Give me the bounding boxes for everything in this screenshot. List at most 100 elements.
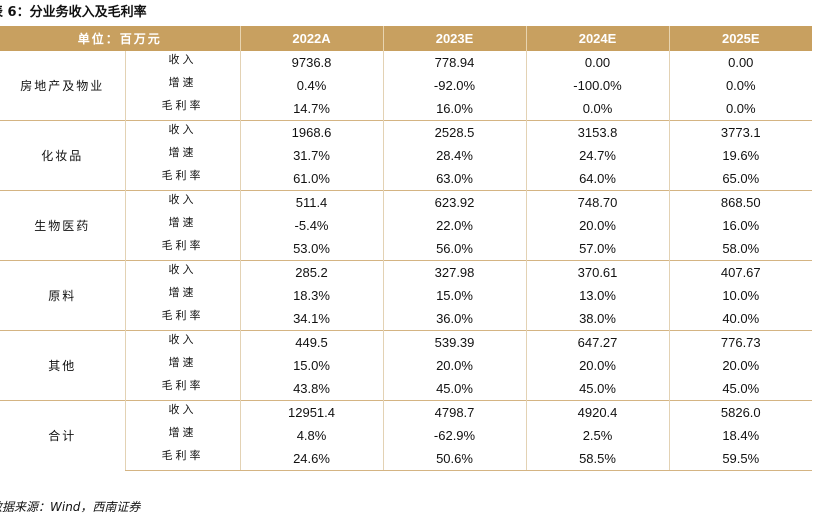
value-cell: 18.4% <box>668 424 813 447</box>
value-cell: 0.00 <box>525 51 670 74</box>
table-row: 房地产及物业 收入 9736.8 778.94 0.00 0.00 <box>0 51 813 93</box>
header-row: 单位：百万元 2022A 2023E 2024E 2025E <box>0 26 813 51</box>
value-cell: 748.70 <box>525 190 670 214</box>
value-cell: 370.61 <box>525 260 670 284</box>
value-cell: 38.0% <box>525 307 670 331</box>
segment-name: 生物医药 <box>0 190 125 261</box>
value-cell: 24.6% <box>239 447 384 471</box>
value-cell: 31.7% <box>239 144 384 167</box>
value-cell: 16.0% <box>382 97 527 121</box>
value-cell: 65.0% <box>668 167 813 191</box>
value-cell: 4.8% <box>239 424 384 447</box>
value-cell: 40.0% <box>668 307 813 331</box>
table-row: 增速 31.7% 28.4% 24.7% 19.6% <box>0 144 813 167</box>
revenue-margin-table: 单位：百万元 2022A 2023E 2024E 2025E 房地产及物业 收入 9… <box>0 26 813 471</box>
value-cell: 407.67 <box>668 260 813 284</box>
table-row: 化妆品 收入 1968.6 2528.5 3153.8 3773.1 <box>0 120 813 191</box>
value-cell: 0.4% <box>239 74 384 97</box>
metric-label: 毛利率 <box>124 237 241 261</box>
table-row: 生物医药 收入 511.4 623.92 748.70 868.50 <box>0 190 813 261</box>
value-cell: -100.0% <box>525 74 670 97</box>
value-cell: 539.39 <box>382 330 527 354</box>
value-cell: 18.3% <box>239 284 384 307</box>
value-cell: 53.0% <box>239 237 384 261</box>
value-cell: 20.0% <box>668 354 813 377</box>
value-cell: 15.0% <box>382 284 527 307</box>
value-cell: 5826.0 <box>668 400 813 424</box>
value-cell: 647.27 <box>525 330 670 354</box>
metric-label: 毛利率 <box>124 167 241 191</box>
value-cell: 20.0% <box>525 354 670 377</box>
value-cell: 2528.5 <box>382 120 527 144</box>
table-row: 毛利率 34.1% 36.0% 38.0% 40.0% <box>0 307 813 331</box>
value-cell: 0.0% <box>525 97 670 121</box>
year-header: 2024E <box>525 26 670 51</box>
metric-label: 毛利率 <box>124 307 241 331</box>
table-row: 增速 0.4% -92.0% -100.0% 0.0% <box>0 74 813 97</box>
value-cell: 3773.1 <box>668 120 813 144</box>
table-row: 毛利率 61.0% 63.0% 64.0% 65.0% <box>0 167 813 191</box>
value-cell: 45.0% <box>382 377 527 401</box>
table-row: 增速 18.3% 15.0% 13.0% 10.0% <box>0 284 813 307</box>
value-cell: 19.6% <box>668 144 813 167</box>
data-source-note: 数据来源：Wind，西南证券 <box>0 500 141 514</box>
segment-name: 其他 <box>0 330 125 401</box>
metric-label: 增速 <box>124 74 241 97</box>
table-row: 毛利率 43.8% 45.0% 45.0% 45.0% <box>0 377 813 401</box>
segment-name: 合计 <box>0 400 125 471</box>
table-row: 其他 收入 449.5 539.39 647.27 776.73 <box>0 330 813 401</box>
value-cell: 59.5% <box>668 447 813 471</box>
value-cell: 4798.7 <box>382 400 527 424</box>
value-cell: 36.0% <box>382 307 527 331</box>
value-cell: 4920.4 <box>525 400 670 424</box>
table-row: 原料 收入 285.2 327.98 370.61 407.67 <box>0 260 813 331</box>
value-cell: 20.0% <box>382 354 527 377</box>
value-cell: 776.73 <box>668 330 813 354</box>
value-cell: 24.7% <box>525 144 670 167</box>
value-cell: 45.0% <box>668 377 813 401</box>
value-cell: -62.9% <box>382 424 527 447</box>
metric-label: 增速 <box>124 284 241 307</box>
metric-label: 收入 <box>124 190 241 214</box>
value-cell: 22.0% <box>382 214 527 237</box>
segment-name: 房地产及物业 <box>20 79 105 93</box>
value-cell: 15.0% <box>239 354 384 377</box>
value-cell: 61.0% <box>239 167 384 191</box>
value-cell: 10.0% <box>668 284 813 307</box>
year-header: 2022A <box>239 26 384 51</box>
table-row: 增速 4.8% -62.9% 2.5% 18.4% <box>0 424 813 447</box>
value-cell: 16.0% <box>668 214 813 237</box>
value-cell: 50.6% <box>382 447 527 471</box>
value-cell: 327.98 <box>382 260 527 284</box>
table-row: 增速 15.0% 20.0% 20.0% 20.0% <box>0 354 813 377</box>
value-cell: 3153.8 <box>525 120 670 144</box>
value-cell: 45.0% <box>525 377 670 401</box>
metric-label: 收入 <box>124 400 241 424</box>
table-row: 毛利率 14.7% 16.0% 0.0% 0.0% <box>0 97 813 121</box>
value-cell: 449.5 <box>239 330 384 354</box>
value-cell: 868.50 <box>668 190 813 214</box>
table-row: 增速 -5.4% 22.0% 20.0% 16.0% <box>0 214 813 237</box>
metric-label: 毛利率 <box>124 447 241 471</box>
value-cell: -92.0% <box>382 74 527 97</box>
metric-label: 增速 <box>124 214 241 237</box>
value-cell: 0.0% <box>668 74 813 97</box>
year-header: 2023E <box>382 26 527 51</box>
value-cell: 63.0% <box>382 167 527 191</box>
value-cell: 778.94 <box>382 51 527 74</box>
value-cell: 1968.6 <box>239 120 384 144</box>
value-cell: 56.0% <box>382 237 527 261</box>
value-cell: 12951.4 <box>239 400 384 424</box>
table-row: 毛利率 53.0% 56.0% 57.0% 58.0% <box>0 237 813 261</box>
value-cell: 0.00 <box>668 51 813 74</box>
year-header: 2025E <box>668 26 813 51</box>
value-cell: 2.5% <box>525 424 670 447</box>
value-cell: 623.92 <box>382 190 527 214</box>
metric-label: 毛利率 <box>124 377 241 401</box>
metric-label: 增速 <box>124 144 241 167</box>
value-cell: -5.4% <box>239 214 384 237</box>
table-body: 房地产及物业 收入 9736.8 778.94 0.00 0.00 增速 0.4% -92.0%… <box>0 51 813 471</box>
table-title: 表 6：分业务收入及毛利率 <box>0 5 147 20</box>
metric-label: 收入 <box>124 51 241 74</box>
table-row: 合计 收入 12951.4 4798.7 4920.4 5826.0 <box>0 400 813 471</box>
